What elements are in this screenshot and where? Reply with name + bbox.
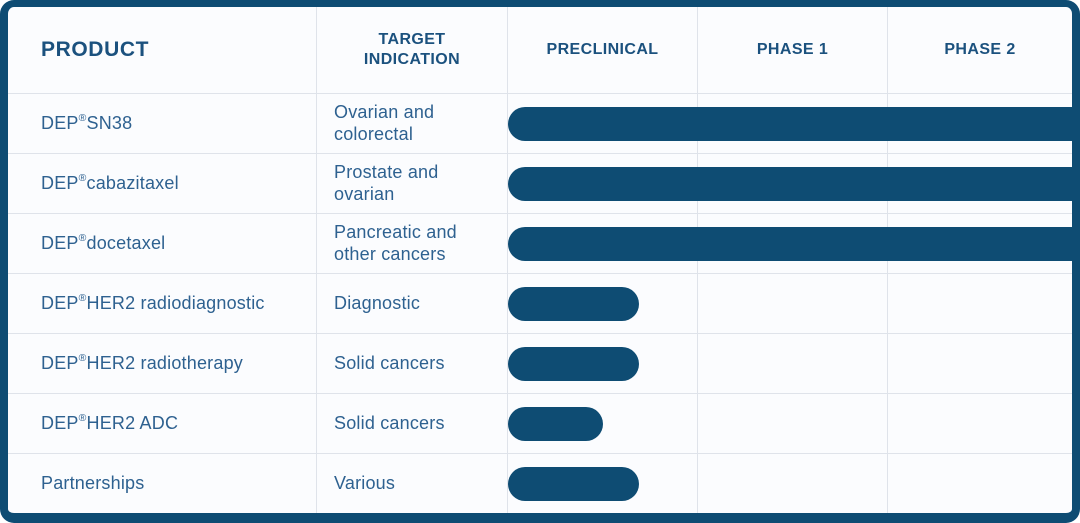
column-header-preclinical: PRECLINICAL bbox=[508, 7, 698, 93]
product-name: DEP ® HER2 radiotherapy bbox=[8, 334, 317, 393]
progress-bar bbox=[508, 107, 1072, 141]
progress-bar bbox=[508, 467, 639, 501]
phase-2-cell bbox=[888, 454, 1072, 513]
target-indication: Solid cancers bbox=[317, 394, 508, 453]
product-name: Partnerships bbox=[8, 454, 317, 513]
progress-bar bbox=[508, 167, 1072, 201]
phase-2-cell bbox=[888, 274, 1072, 333]
pipeline-row-dep-docetaxel: DEP ® docetaxel Pancreatic and other canc… bbox=[8, 213, 1072, 273]
pipeline-row-dep-cabazitaxel: DEP ® cabazitaxel Prostate and ovarian bbox=[8, 153, 1072, 213]
product-name: DEP ® cabazitaxel bbox=[8, 154, 317, 213]
pipeline-row-dep-her2-radiodiagnostic: DEP ® HER2 radiodiagnostic Diagnostic bbox=[8, 273, 1072, 333]
column-header-phase-1: PHASE 1 bbox=[698, 7, 888, 93]
progress-bar bbox=[508, 347, 639, 381]
progress-bar bbox=[508, 227, 1072, 261]
target-indication: Prostate and ovarian bbox=[317, 154, 508, 213]
phase-1-cell bbox=[698, 394, 888, 453]
product-name: DEP ® HER2 ADC bbox=[8, 394, 317, 453]
column-header-target-indication-label: TARGET INDICATION bbox=[363, 31, 461, 68]
column-header-target-indication: TARGET INDICATION bbox=[317, 7, 508, 93]
target-indication: Pancreatic and other cancers bbox=[317, 214, 508, 273]
preclinical-cell bbox=[508, 394, 698, 453]
phase-1-cell bbox=[698, 274, 888, 333]
phase-1-cell bbox=[698, 334, 888, 393]
target-indication: Ovarian and colorectal bbox=[317, 94, 508, 153]
column-header-product: PRODUCT bbox=[8, 7, 317, 93]
product-name: DEP ® HER2 radiodiagnostic bbox=[8, 274, 317, 333]
pipeline-row-dep-her2-adc: DEP ® HER2 ADC Solid cancers bbox=[8, 393, 1072, 453]
phase-1-cell bbox=[698, 454, 888, 513]
progress-bar bbox=[508, 287, 639, 321]
preclinical-cell bbox=[508, 454, 698, 513]
preclinical-cell bbox=[508, 274, 698, 333]
phase-2-cell bbox=[888, 394, 1072, 453]
target-indication: Solid cancers bbox=[317, 334, 508, 393]
pipeline-row-dep-her2-radiotherapy: DEP ® HER2 radiotherapy Solid cancers bbox=[8, 333, 1072, 393]
product-name: DEP ® SN38 bbox=[8, 94, 317, 153]
column-header-phase-2: PHASE 2 bbox=[944, 41, 1016, 58]
header-row: PRODUCT TARGET INDICATION PRECLINICAL PH… bbox=[8, 7, 1072, 93]
preclinical-cell bbox=[508, 334, 698, 393]
product-name: DEP ® docetaxel bbox=[8, 214, 317, 273]
progress-bar bbox=[508, 407, 603, 441]
pipeline-row-partnerships: Partnerships Various bbox=[8, 453, 1072, 513]
target-indication: Diagnostic bbox=[317, 274, 508, 333]
pipeline-row-dep-sn38: DEP ® SN38 Ovarian and colorectal bbox=[8, 93, 1072, 153]
target-indication: Various bbox=[317, 454, 508, 513]
phase-2-cell bbox=[888, 334, 1072, 393]
